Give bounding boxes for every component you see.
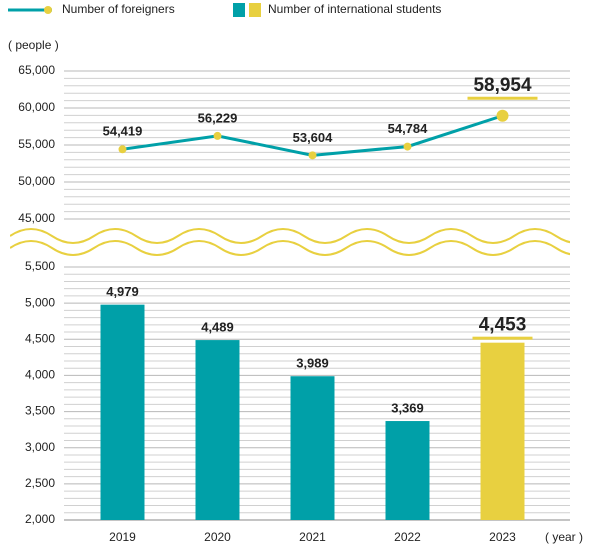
bar xyxy=(195,340,240,520)
label-underline xyxy=(472,336,533,340)
y-tick-label: 60,000 xyxy=(18,100,55,114)
legend-label: Number of international students xyxy=(268,2,441,16)
value-label: 4,979 xyxy=(106,284,139,299)
y-tick-label: 5,000 xyxy=(25,295,55,309)
x-tick-label: 2022 xyxy=(394,530,421,544)
value-label: 54,784 xyxy=(388,121,429,136)
x-tick-label: 2021 xyxy=(299,530,326,544)
value-label: 53,604 xyxy=(293,130,334,145)
value-label: 58,954 xyxy=(473,75,532,96)
value-label: 3,369 xyxy=(391,400,424,415)
bar xyxy=(100,304,145,520)
legend-swatch xyxy=(249,3,261,17)
y-axis-label: ( people ) xyxy=(8,38,59,52)
value-label: 3,989 xyxy=(296,356,329,371)
legend-label: Number of foreigners xyxy=(62,2,175,16)
value-label: 4,453 xyxy=(479,315,527,336)
point xyxy=(403,142,412,151)
value-label: 4,489 xyxy=(201,320,234,335)
y-tick-label: 2,500 xyxy=(25,476,55,490)
y-tick-label: 65,000 xyxy=(18,63,55,77)
bar xyxy=(385,421,430,520)
y-tick-label: 5,500 xyxy=(25,259,55,273)
y-tick-label: 2,000 xyxy=(25,512,55,526)
value-label: 56,229 xyxy=(198,110,238,125)
axis-break xyxy=(9,228,591,256)
legend-marker xyxy=(44,6,52,14)
y-tick-label: 4,500 xyxy=(25,331,55,345)
y-tick-label: 3,000 xyxy=(25,440,55,454)
x-tick-label: 2019 xyxy=(109,530,136,544)
x-axis-label: ( year ) xyxy=(545,530,583,544)
y-tick-label: 3,500 xyxy=(25,404,55,418)
point xyxy=(118,145,127,154)
y-tick-label: 45,000 xyxy=(18,211,55,225)
point xyxy=(213,131,222,140)
y-tick-label: 4,000 xyxy=(25,368,55,382)
y-tick-label: 55,000 xyxy=(18,137,55,151)
y-tick-label: 50,000 xyxy=(18,174,55,188)
bar xyxy=(480,342,525,520)
x-tick-label: 2023 xyxy=(489,530,516,544)
legend-swatch xyxy=(233,3,245,17)
point xyxy=(308,151,317,160)
x-tick-label: 2020 xyxy=(204,530,231,544)
label-underline xyxy=(467,96,538,100)
bar xyxy=(290,376,335,520)
value-label: 54,419 xyxy=(103,124,143,139)
point xyxy=(496,109,509,122)
